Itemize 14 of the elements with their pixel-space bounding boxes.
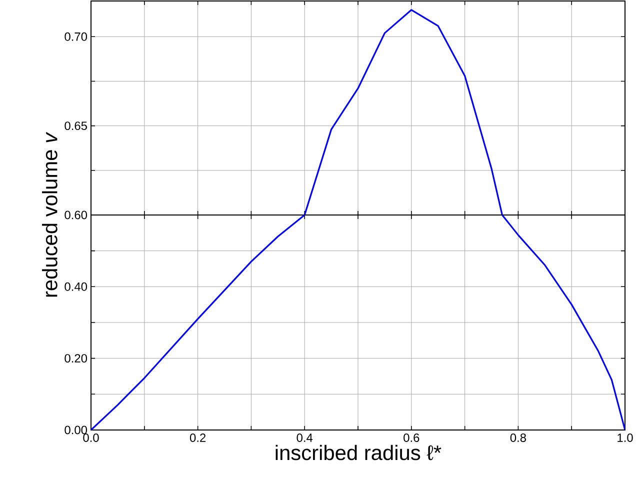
y-tick-label: 0.00 xyxy=(64,426,88,434)
y-tick-label: 0.20 xyxy=(64,354,88,363)
x-tick-label: 0.0 xyxy=(83,434,99,442)
y-tick-label: 0.65 xyxy=(64,122,87,130)
y-tick-label: 0.40 xyxy=(64,282,88,291)
y-axis-title: reduced volume v xyxy=(42,132,58,297)
x-tick-label: 0.6 xyxy=(404,434,420,442)
x-tick-label: 0.2 xyxy=(190,434,206,442)
x-tick-label: 0.8 xyxy=(510,434,526,442)
x-axis-title: inscribed radius ℓ* xyxy=(276,444,442,460)
x-tick-label: 0.4 xyxy=(296,434,313,442)
y-tick-label: 0.60 xyxy=(64,210,88,220)
x-tick-label: 1.0 xyxy=(618,434,633,442)
y-tick-label: 0.70 xyxy=(64,32,88,41)
